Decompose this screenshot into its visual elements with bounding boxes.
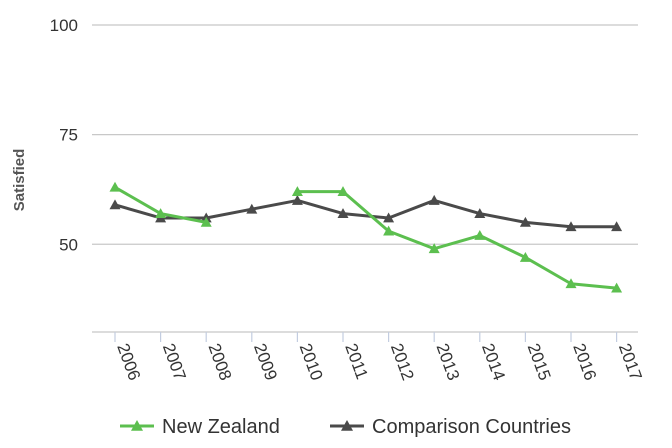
x-tick-label: 2011 [341, 341, 371, 382]
data-point[interactable] [611, 282, 623, 293]
legend-item-new-zealand[interactable]: New Zealand [120, 416, 280, 438]
series-line [297, 190, 617, 290]
x-tick-label: 2006 [113, 341, 144, 383]
legend-label: Comparison Countries [372, 416, 571, 438]
data-point[interactable] [428, 243, 440, 254]
data-point[interactable] [200, 216, 212, 227]
x-tick-label: 2017 [615, 341, 646, 383]
data-point[interactable] [109, 181, 121, 192]
data-point[interactable] [337, 186, 349, 197]
data-point[interactable] [565, 278, 577, 289]
y-tick-label: 50 [59, 235, 78, 254]
legend-item-comparison-countries[interactable]: Comparison Countries [330, 416, 571, 438]
data-point[interactable] [474, 208, 486, 218]
data-point[interactable] [155, 208, 167, 218]
data-point[interactable] [519, 251, 531, 262]
x-tick-label: 2008 [204, 341, 235, 383]
series-new-zealand [109, 181, 623, 293]
y-axis-label: Satisfied [11, 149, 28, 212]
x-tick-label: 2009 [250, 341, 281, 383]
legend[interactable]: New Zealand Comparison Countries [120, 416, 571, 438]
data-point[interactable] [519, 216, 531, 227]
x-tick-label: 2014 [478, 341, 509, 383]
data-point[interactable] [109, 199, 121, 210]
x-tick-label: 2010 [296, 341, 327, 383]
data-point[interactable] [428, 194, 440, 205]
x-tick-label: 2007 [159, 341, 190, 383]
x-tick-label: 2013 [432, 341, 463, 383]
data-point[interactable] [383, 225, 395, 236]
data-point[interactable] [474, 230, 486, 240]
y-axis: 50 75 100 [50, 16, 78, 254]
series-line [114, 198, 617, 229]
data-point[interactable] [383, 212, 395, 223]
data-point[interactable] [291, 194, 303, 205]
x-tick-label: 2012 [387, 341, 418, 383]
gridlines [92, 24, 638, 245]
data-point[interactable] [565, 221, 577, 232]
y-tick-label: 100 [50, 16, 78, 35]
series [109, 181, 623, 293]
x-tick-label: 2015 [524, 341, 555, 383]
x-axis: 2006 2007 2008 2009 2010 2011 2012 2013 2014 2015… [92, 331, 646, 383]
data-point[interactable] [246, 203, 258, 214]
x-tick-label: 2016 [569, 341, 600, 383]
legend-label: New Zealand [162, 416, 280, 438]
series-comparison-countries [109, 194, 623, 232]
y-tick-label: 75 [59, 126, 78, 145]
legend-marker [341, 420, 353, 431]
legend-marker [131, 420, 143, 431]
data-point[interactable] [337, 208, 349, 218]
data-point[interactable] [611, 221, 623, 232]
data-point[interactable] [291, 186, 303, 197]
